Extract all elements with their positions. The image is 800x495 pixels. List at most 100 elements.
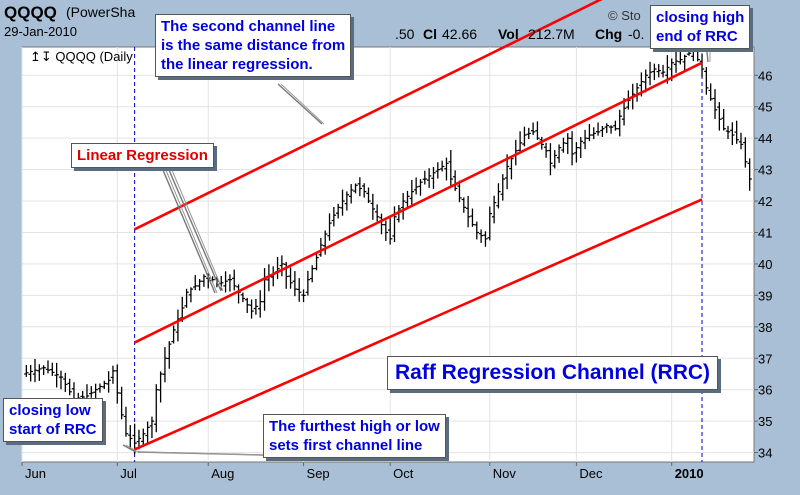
ohlc-bar (314, 252, 319, 271)
ohlc-bar (483, 231, 488, 247)
ohlc-bar (67, 378, 72, 396)
ohlc-bar (154, 384, 159, 433)
ohlc-bar (370, 193, 376, 220)
ohlc-bar (660, 64, 666, 78)
security-name: (PowerSha (66, 4, 136, 20)
ohlc-bar (162, 347, 168, 383)
ohlc-bar (704, 67, 709, 95)
ohlc-bar (340, 189, 345, 216)
legend-bar-icon: ↥↧ (30, 49, 52, 64)
price-bars (24, 44, 752, 455)
ohlc-bar (327, 213, 332, 241)
ohlc-bar (613, 120, 618, 131)
ohlc-bar (258, 290, 263, 318)
lower-channel-line (134, 198, 703, 451)
regression-line (134, 61, 703, 344)
x-tick-label: 2010 (675, 466, 704, 481)
ohlc-bar (431, 166, 436, 189)
change-label: Chg (595, 26, 623, 42)
ohlc-bar (465, 195, 471, 228)
ohlc-bar (578, 136, 583, 158)
ohlc-bar (617, 109, 622, 137)
ohlc-bar (379, 213, 384, 235)
ohlc-bar (647, 61, 653, 86)
ohlc-bar (123, 406, 129, 437)
ohlc-bar (89, 386, 94, 398)
ohlc-bar (387, 218, 393, 245)
ohlc-bar (310, 265, 315, 283)
x-tick-label: Oct (393, 466, 414, 481)
furthest-point-callout: The furthest high or low sets first chan… (263, 414, 446, 458)
ohlc-bar (574, 142, 579, 163)
ohlc-bar (539, 136, 544, 150)
ohlc-bar (301, 289, 306, 303)
y-tick-label: 46 (758, 68, 772, 83)
ohlc-bar (444, 157, 449, 181)
y-axis: 34 35 36 37 38 39 40 41 42 43 44 45 46 (754, 68, 772, 461)
ohlc-bar (128, 425, 133, 450)
ohlc-bar (530, 122, 536, 136)
ohlc-bar (474, 221, 479, 240)
leader-line-shadow (162, 162, 218, 294)
ohlc-bar (673, 51, 679, 73)
ohlc-bar (110, 365, 116, 384)
ohlc-bar (678, 48, 683, 65)
ohlc-bar (366, 187, 371, 203)
ohlc-bar (604, 123, 609, 134)
ohlc-bar (708, 83, 713, 101)
ohlc-bar (448, 149, 454, 186)
y-tick-label: 42 (758, 194, 772, 209)
channel-lines (134, 0, 703, 451)
ohlc-bar (240, 292, 246, 303)
ohlc-bar (548, 143, 553, 176)
ohlc-bar (184, 288, 189, 308)
ohlc-bar (500, 174, 505, 201)
x-axis: Jun Jul Aug Sep Oct Nov Dec 2010 (21, 462, 704, 481)
x-tick-label: Aug (211, 466, 234, 481)
ohlc-bar (106, 371, 111, 393)
ohlc-bar (552, 150, 557, 169)
ohlc-bar (318, 237, 324, 257)
volume-value: 212.7M (528, 26, 575, 42)
ohlc-bar (297, 278, 302, 302)
ohlc-bar (249, 299, 254, 319)
legend-text: QQQQ (Daily (55, 49, 133, 64)
leader-line-shadow (125, 444, 139, 453)
ohlc-bar (167, 341, 172, 369)
ohlc-bar (361, 183, 367, 198)
ohlc-bar (452, 170, 458, 191)
x-tick-label: Jul (120, 466, 137, 481)
close-label: Cl (423, 26, 437, 42)
ohlc-bar (595, 122, 601, 136)
ohlc-bar (331, 207, 337, 227)
ohlc-bar (643, 69, 648, 93)
y-tick-label: 45 (758, 100, 772, 115)
ohlc-bar (656, 64, 661, 78)
ohlc-bar (461, 197, 466, 213)
y-tick-label: 35 (758, 414, 772, 429)
ohlc-bar (188, 287, 194, 303)
ohlc-bar (743, 137, 748, 168)
callout-leaders (122, 51, 711, 456)
ohlc-bar (725, 125, 731, 140)
ohlc-bar (357, 177, 363, 197)
ohlc-bar (348, 184, 354, 204)
volume-label: Vol (498, 26, 519, 42)
leader-line-shadow (139, 451, 267, 456)
y-tick-label: 36 (758, 383, 772, 398)
plot-area (21, 46, 755, 463)
leader-line (706, 51, 709, 63)
ohlc-bar (457, 180, 462, 203)
y-tick-label: 40 (758, 257, 772, 272)
ohlc-bar (413, 177, 419, 195)
date-label: 29-Jan-2010 (4, 24, 77, 39)
ohlc-bar (245, 297, 250, 313)
ohlc-bar (487, 206, 492, 241)
ohlc-bar (115, 364, 120, 404)
y-tick-label: 44 (758, 131, 772, 146)
ohlc-bar (223, 271, 228, 293)
ohlc-bar (288, 267, 293, 289)
ohlc-bar (292, 271, 298, 297)
